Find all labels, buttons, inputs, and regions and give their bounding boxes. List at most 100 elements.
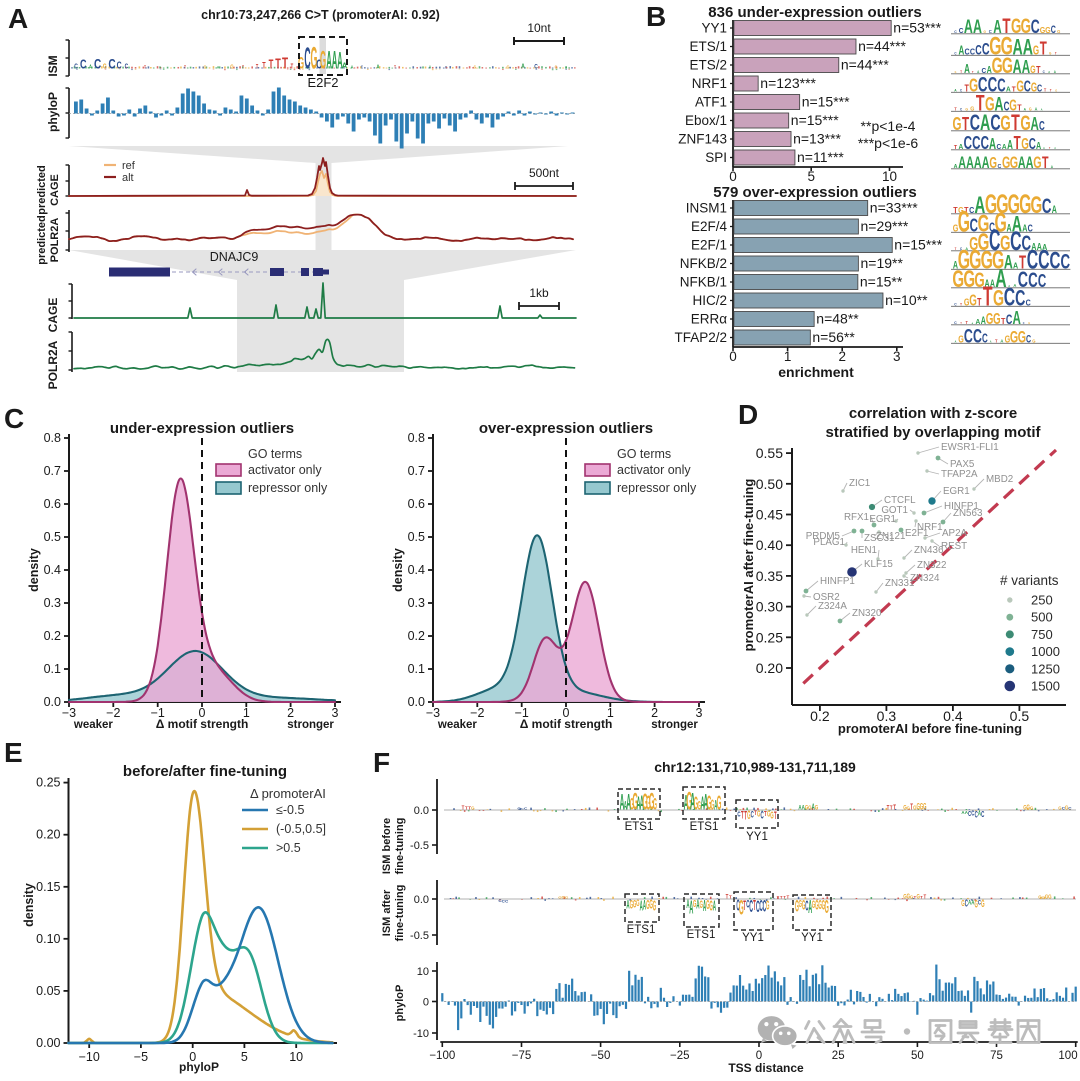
svg-text:repressor only: repressor only	[617, 481, 697, 495]
svg-text:C: C	[981, 134, 989, 154]
svg-text:T: T	[893, 805, 896, 812]
svg-text:G: G	[474, 65, 477, 69]
svg-text:phyloP: phyloP	[179, 1060, 219, 1074]
svg-text:SPI: SPI	[705, 150, 727, 165]
svg-text:predicted: predicted	[36, 215, 48, 265]
svg-text:fine-tuning: fine-tuning	[394, 818, 406, 875]
svg-text:G: G	[1032, 338, 1036, 343]
svg-text:−100: −100	[429, 1050, 455, 1062]
svg-text:T: T	[269, 59, 274, 72]
svg-text:T: T	[282, 54, 288, 72]
svg-text:0.6: 0.6	[44, 497, 61, 511]
svg-text:n=44***: n=44***	[858, 38, 906, 54]
svg-text:G: G	[952, 267, 964, 293]
svg-text:0.1: 0.1	[44, 662, 61, 676]
svg-text:C: C	[760, 809, 763, 821]
svg-text:ZN320: ZN320	[852, 608, 882, 619]
svg-text:POLR2A: POLR2A	[49, 218, 61, 263]
svg-text:C: C	[975, 43, 982, 58]
svg-text:0.10: 0.10	[36, 932, 60, 946]
svg-text:ISM after: ISM after	[381, 889, 393, 936]
svg-text:0.8: 0.8	[408, 431, 425, 445]
svg-text:PLAG1: PLAG1	[813, 537, 845, 548]
svg-text:n=48**: n=48**	[816, 311, 859, 327]
svg-text:C: C	[117, 59, 122, 70]
svg-text:alt: alt	[122, 172, 134, 184]
svg-text:0.0: 0.0	[414, 894, 429, 906]
svg-text:1500: 1500	[1031, 679, 1060, 694]
svg-text:NFKB/2: NFKB/2	[680, 256, 727, 271]
svg-text:A: A	[1022, 58, 1030, 78]
svg-text:over-expression outliers: over-expression outliers	[479, 420, 653, 437]
svg-text:G: G	[320, 46, 326, 74]
svg-text:−3: −3	[62, 706, 76, 720]
svg-text:G: G	[766, 899, 770, 914]
svg-text:G: G	[963, 267, 975, 293]
svg-text:Δ motif strength: Δ motif strength	[156, 717, 249, 731]
svg-text:T: T	[983, 281, 993, 312]
svg-text:T: T	[291, 64, 294, 71]
svg-text:chr10:73,247,266 C>T (promoter: chr10:73,247,266 C>T (promoterAI: 0.92)	[201, 8, 440, 22]
svg-text:TFAP2/2: TFAP2/2	[674, 330, 727, 345]
svg-text:−25: −25	[670, 1050, 690, 1062]
svg-text:G: G	[770, 809, 773, 821]
svg-text:75: 75	[990, 1050, 1003, 1062]
svg-text:NFKB/1: NFKB/1	[680, 275, 727, 290]
svg-text:0.45: 0.45	[756, 507, 783, 523]
svg-text:50: 50	[911, 1050, 924, 1062]
svg-text:Z324A: Z324A	[818, 601, 847, 612]
svg-text:ETS1: ETS1	[690, 821, 719, 833]
svg-text:0.0: 0.0	[414, 805, 429, 817]
svg-text:579 over-expression outliers: 579 over-expression outliers	[713, 184, 916, 201]
svg-text:C: C	[1004, 284, 1015, 312]
svg-text:C: C	[94, 56, 101, 72]
svg-text:ref: ref	[122, 160, 136, 172]
svg-text:-0.5: -0.5	[410, 840, 429, 852]
svg-text:3: 3	[893, 349, 901, 364]
svg-text:n=13***: n=13***	[793, 131, 841, 147]
svg-text:T: T	[787, 894, 790, 899]
svg-text:A: A	[89, 64, 92, 71]
svg-text:T: T	[741, 809, 744, 821]
svg-text:D: D	[738, 399, 758, 430]
svg-text:NRF1: NRF1	[692, 76, 727, 91]
svg-text:C: C	[74, 64, 78, 71]
svg-text:C: C	[737, 810, 741, 819]
svg-text:G: G	[802, 899, 805, 914]
svg-text:10nt: 10nt	[527, 21, 551, 35]
svg-text:0.2: 0.2	[408, 629, 425, 643]
svg-text:C: C	[964, 134, 972, 154]
svg-text:activator only: activator only	[617, 463, 691, 477]
svg-text:phyloP: phyloP	[46, 92, 60, 132]
svg-text:3: 3	[332, 706, 339, 720]
svg-text:T: T	[962, 115, 970, 135]
svg-text:C: C	[982, 333, 988, 346]
svg-text:n=19**: n=19**	[861, 255, 904, 271]
svg-text:0.1: 0.1	[408, 662, 425, 676]
svg-text:C: C	[505, 899, 508, 903]
svg-text:density: density	[22, 883, 36, 927]
svg-text:(-0.5,0.5]: (-0.5,0.5]	[276, 822, 326, 836]
svg-text:C: C	[964, 326, 973, 347]
svg-text:0.2: 0.2	[810, 708, 830, 724]
svg-text:100: 100	[1058, 1050, 1077, 1062]
svg-text:ATF1: ATF1	[695, 95, 727, 110]
svg-text:under-expression outliers: under-expression outliers	[110, 420, 294, 437]
svg-text:5: 5	[807, 169, 815, 184]
svg-text:E2F/4: E2F/4	[691, 219, 728, 234]
svg-text:KLF15: KLF15	[864, 559, 893, 570]
svg-text:A: A	[703, 899, 706, 915]
svg-text:EWSR1-FLI1: EWSR1-FLI1	[941, 442, 999, 453]
svg-text:phyloP: phyloP	[394, 985, 406, 1022]
svg-text:ZN436: ZN436	[914, 545, 944, 556]
svg-text:2: 2	[651, 706, 658, 720]
svg-text:C: C	[534, 64, 538, 71]
svg-text:ZN324: ZN324	[910, 573, 940, 584]
svg-text:HEN1: HEN1	[851, 545, 877, 556]
svg-text:0.3: 0.3	[44, 596, 61, 610]
svg-text:G: G	[1033, 45, 1039, 58]
svg-text:G: G	[653, 795, 657, 814]
svg-text:0.30: 0.30	[756, 599, 783, 615]
svg-text:A: A	[713, 898, 716, 914]
svg-text:-10: -10	[413, 1028, 429, 1040]
